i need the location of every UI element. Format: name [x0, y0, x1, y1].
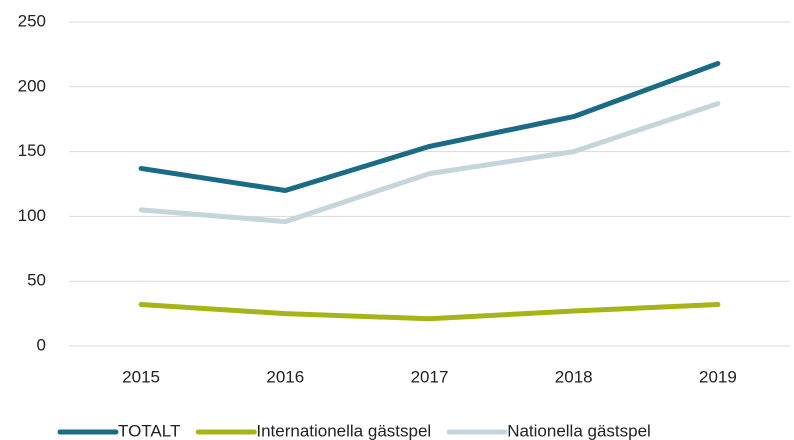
y-tick-label: 250	[18, 11, 46, 30]
y-tick-label: 0	[37, 335, 46, 354]
y-tick-label: 150	[18, 141, 46, 160]
y-tick-label: 50	[27, 271, 46, 290]
series-line	[138, 101, 721, 225]
legend-label: TOTALT	[118, 421, 180, 440]
series-line	[138, 302, 721, 322]
x-tick-label: 2017	[411, 367, 449, 386]
x-tick-label: 2015	[122, 367, 160, 386]
series-line	[138, 60, 721, 193]
y-tick-label: 100	[18, 206, 46, 225]
legend-label: Nationella gästspel	[507, 421, 651, 440]
y-tick-label: 200	[18, 76, 46, 95]
legend-label: Internationella gästspel	[256, 421, 431, 440]
x-tick-label: 2016	[266, 367, 304, 386]
x-tick-label: 2018	[555, 367, 593, 386]
x-tick-label: 2019	[699, 367, 737, 386]
